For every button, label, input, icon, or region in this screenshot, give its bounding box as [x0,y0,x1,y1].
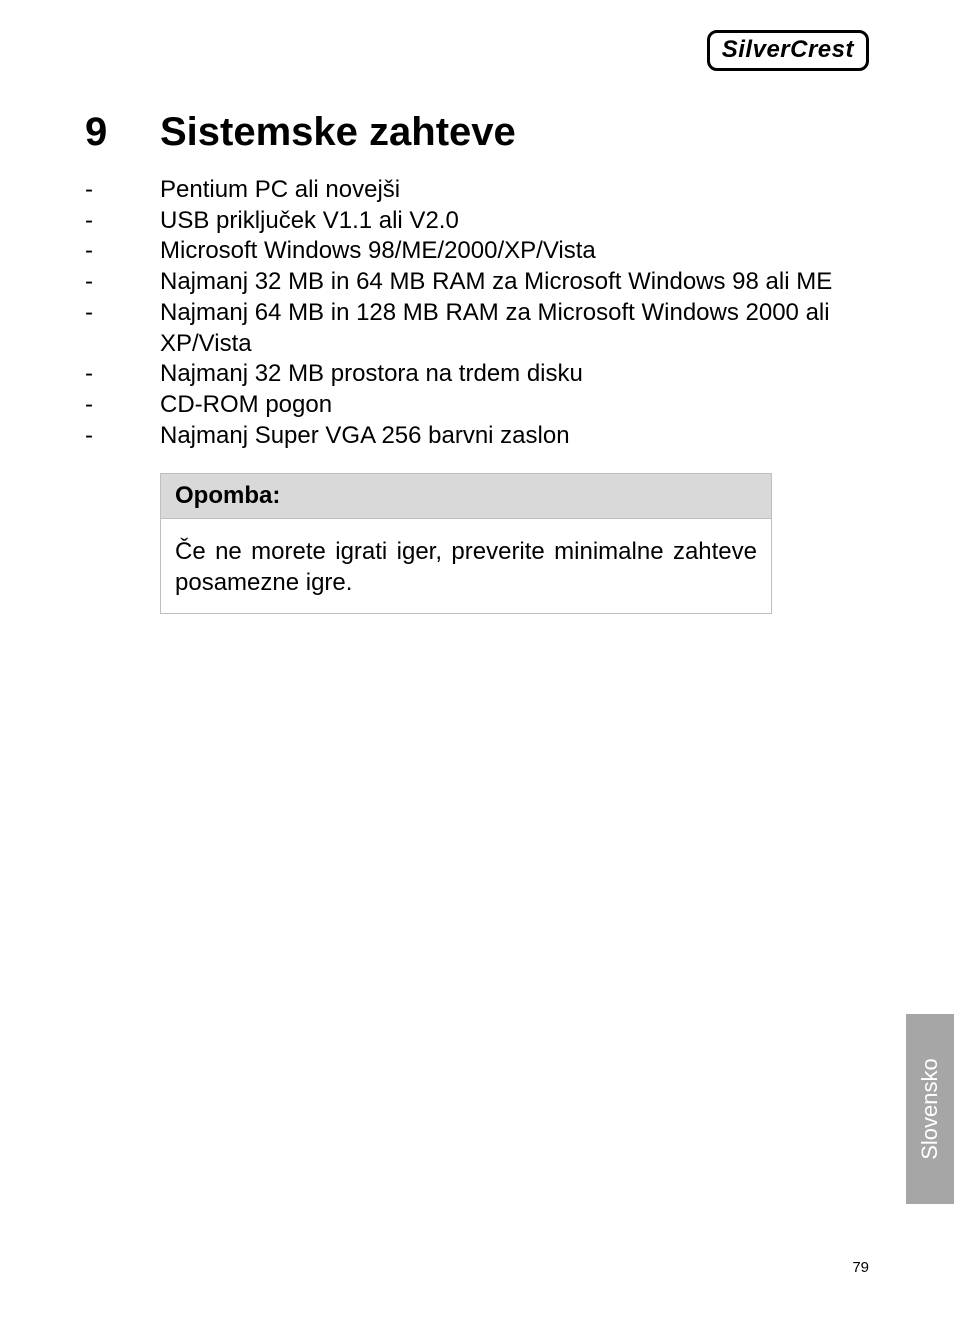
bullet: - [85,267,160,298]
list-item-text: Najmanj Super VGA 256 barvni zaslon [160,421,869,452]
note-heading: Opomba: [161,474,771,519]
language-side-tab: Slovensko [906,1014,954,1204]
requirements-list: - Pentium PC ali novejši - USB priključe… [85,175,869,451]
list-item: - CD-ROM pogon [85,390,869,421]
list-item-text: USB priključek V1.1 ali V2.0 [160,206,869,237]
list-item: - Najmanj 32 MB in 64 MB RAM za Microsof… [85,267,869,298]
list-item: - USB priključek V1.1 ali V2.0 [85,206,869,237]
list-item-text: Microsoft Windows 98/ME/2000/XP/Vista [160,236,869,267]
section-number: 9 [85,110,160,155]
list-item: - Microsoft Windows 98/ME/2000/XP/Vista [85,236,869,267]
bullet: - [85,175,160,206]
language-label: Slovensko [917,1058,943,1160]
bullet: - [85,236,160,267]
document-page: SilverCrest 9 Sistemske zahteve - Pentiu… [0,0,954,1336]
list-item-text: Najmanj 64 MB in 128 MB RAM za Microsoft… [160,298,869,359]
list-item-text: Pentium PC ali novejši [160,175,869,206]
list-item-text: CD-ROM pogon [160,390,869,421]
list-item: - Najmanj 64 MB in 128 MB RAM za Microso… [85,298,869,359]
brand-logo-wrap: SilverCrest [707,30,869,71]
page-number: 79 [852,1259,869,1276]
section-title: Sistemske zahteve [160,110,869,155]
bullet: - [85,359,160,390]
list-item-text: Najmanj 32 MB prostora na trdem disku [160,359,869,390]
note-box: Opomba: Če ne morete igrati iger, prever… [160,473,772,613]
list-item: - Pentium PC ali novejši [85,175,869,206]
brand-logo: SilverCrest [707,30,869,71]
list-item: - Najmanj 32 MB prostora na trdem disku [85,359,869,390]
bullet: - [85,421,160,452]
list-item-text: Najmanj 32 MB in 64 MB RAM za Microsoft … [160,267,869,298]
section-heading: 9 Sistemske zahteve [85,110,869,155]
list-item: - Najmanj Super VGA 256 barvni zaslon [85,421,869,452]
bullet: - [85,390,160,421]
note-body: Če ne morete igrati iger, preverite mini… [161,519,771,612]
bullet: - [85,206,160,237]
bullet: - [85,298,160,359]
